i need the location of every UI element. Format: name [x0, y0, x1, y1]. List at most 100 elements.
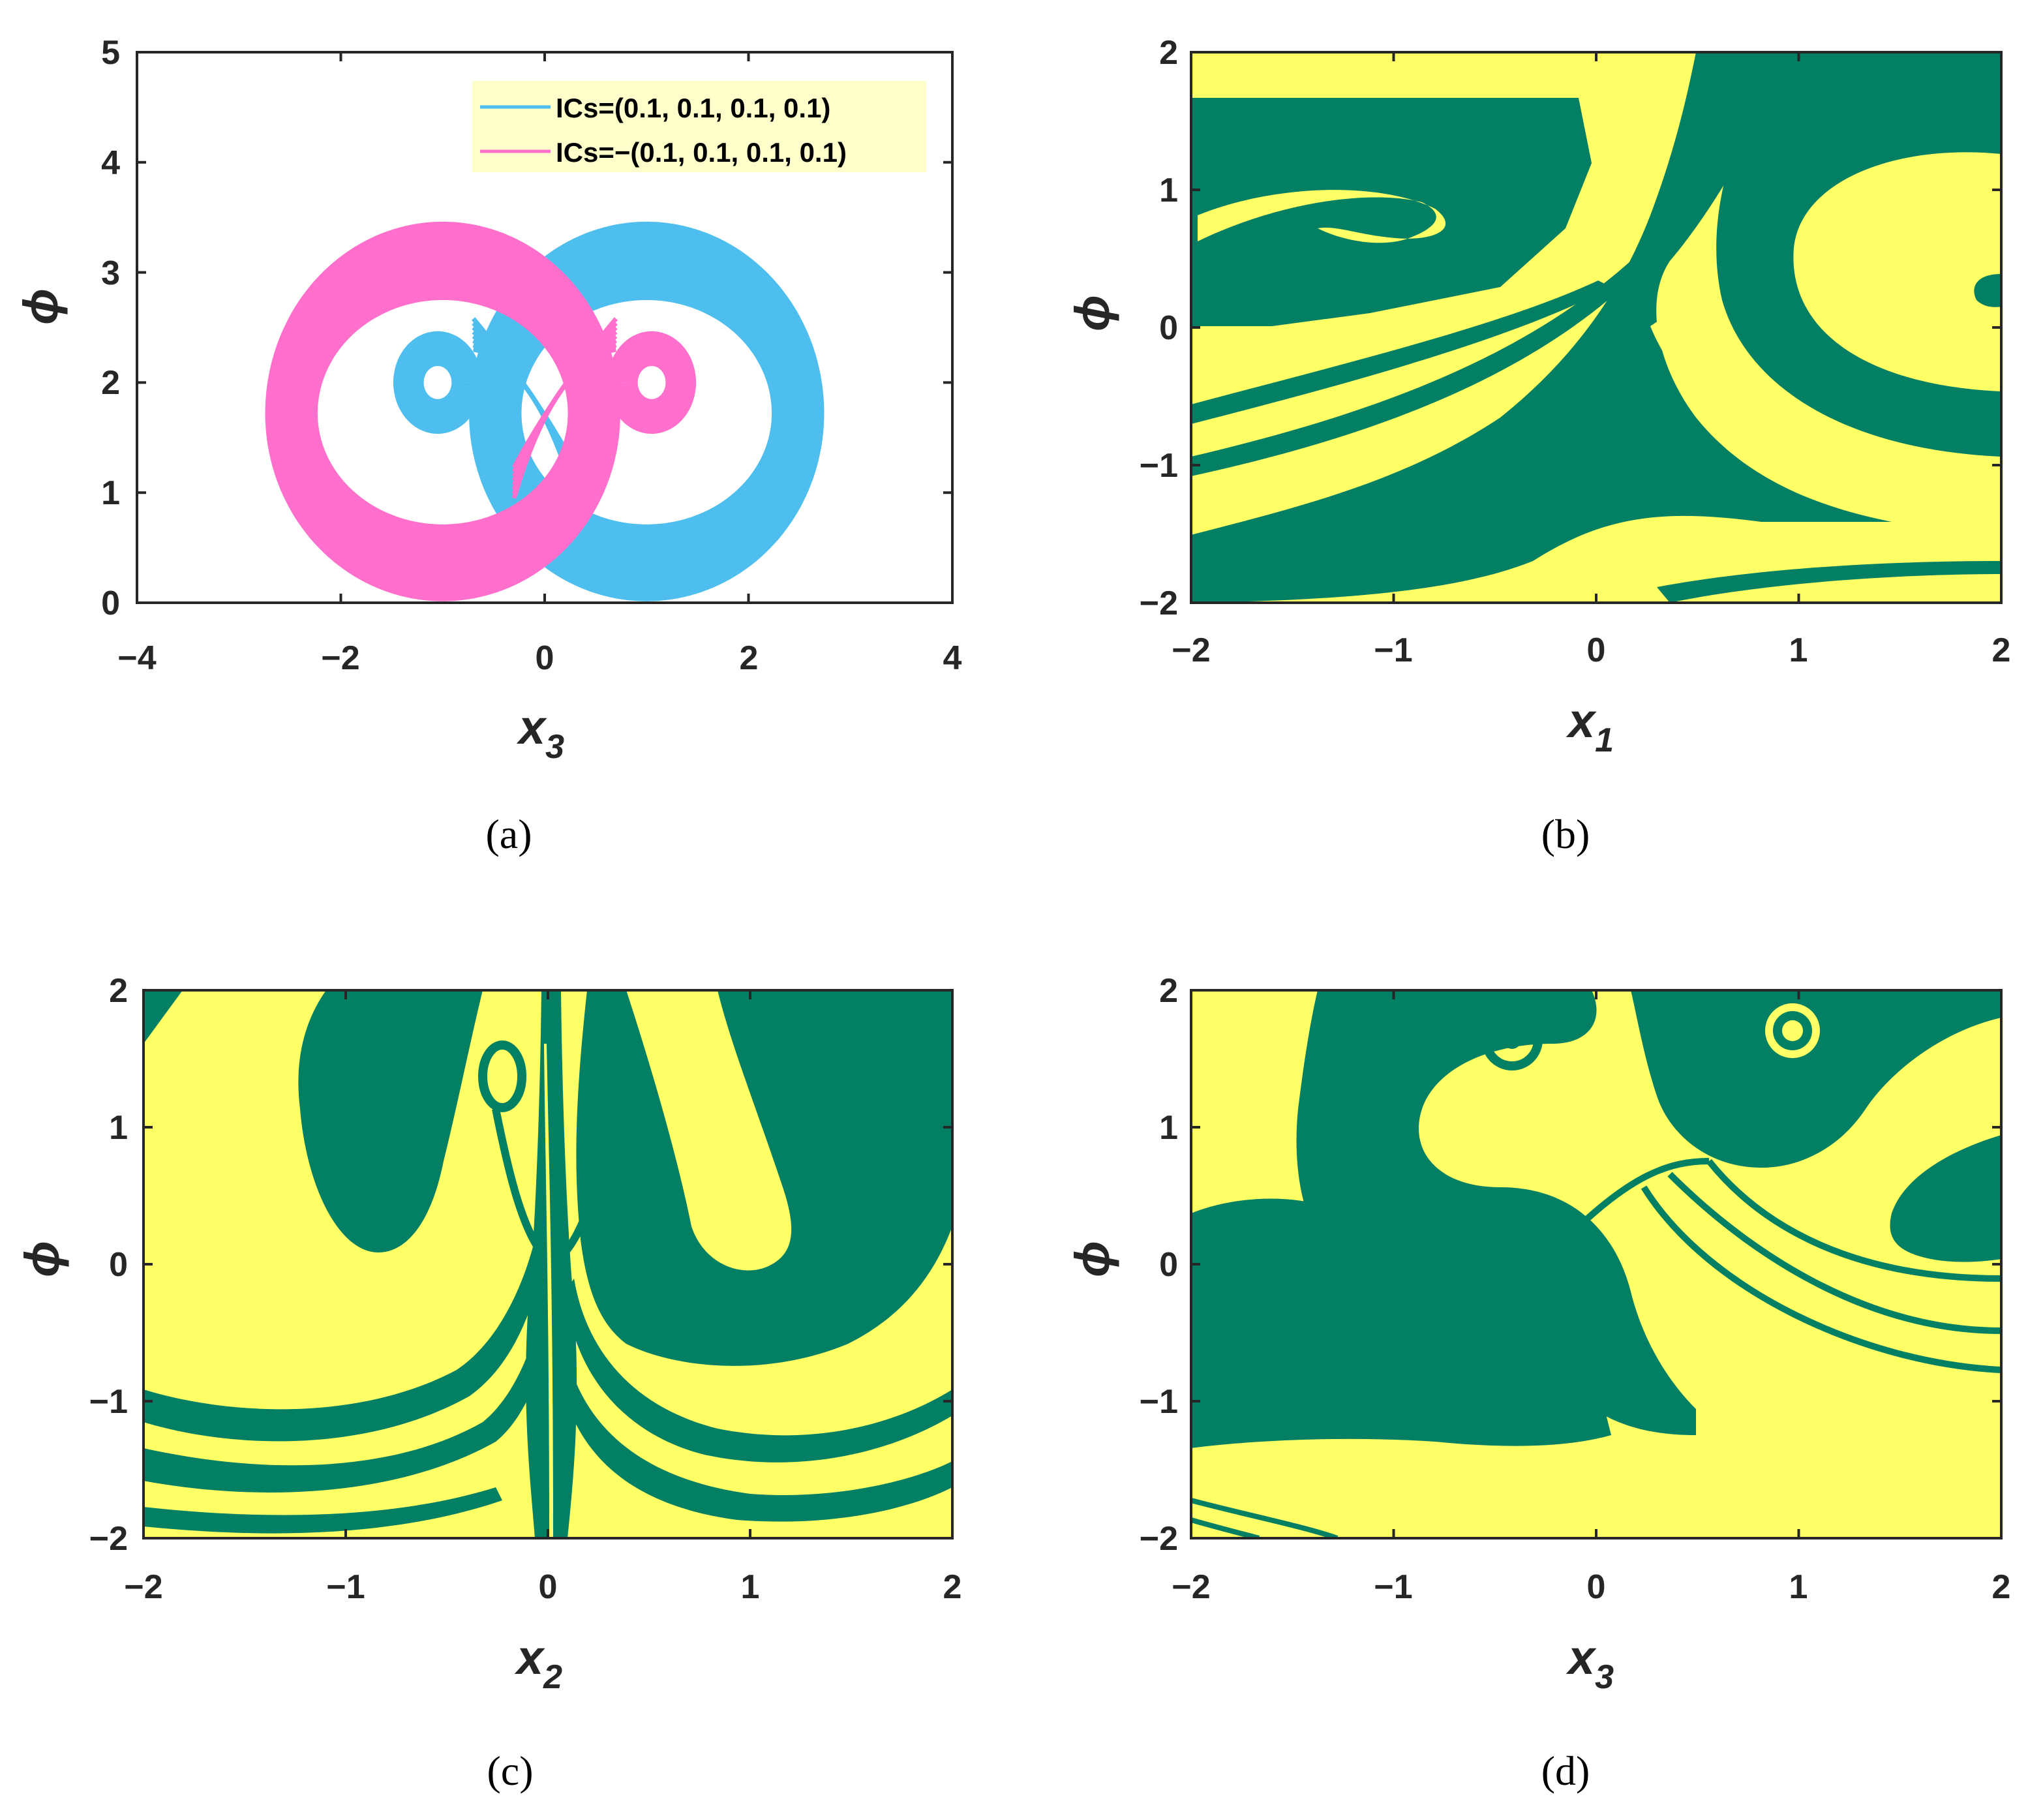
basin-spiral [1481, 1009, 1543, 1070]
x-axis-label-a: x3 [516, 700, 564, 766]
attractor-trajectory [613, 338, 691, 427]
basin-region [526, 990, 577, 1538]
attractor-plot-a [265, 221, 825, 601]
basin-heatmap-b [1191, 52, 2001, 603]
x-tick-label: 1 [1789, 1568, 1808, 1606]
y-tick-label: 1 [1159, 172, 1178, 209]
basin-region [1974, 274, 2001, 307]
attractor-trajectory [393, 331, 482, 434]
legend-entry-2: ICs=−(0.1, 0.1, 0.1, 0.1) [556, 137, 847, 168]
basin-region [1641, 1185, 2001, 1373]
x-axis-label-d: x3 [1566, 1630, 1614, 1696]
attractor-trajectory [625, 352, 679, 414]
attractor-trajectory [410, 352, 464, 414]
attractor-trajectory [408, 348, 468, 417]
x-tick-label: −4 [117, 639, 156, 677]
panel-d: −2 −1 0 1 2 −2 −1 0 1 2 x3 ϕ (d) [1065, 972, 2010, 1794]
basin-region [144, 1239, 548, 1442]
x-tick-label: −1 [326, 1568, 365, 1606]
x-tick-label: −2 [321, 639, 359, 677]
attractor-trajectory [419, 362, 456, 403]
y-tick-label: 2 [101, 364, 120, 402]
attractor-trajectory [399, 338, 476, 427]
attractor-trajectory [396, 335, 479, 431]
ticks-d [1190, 989, 2003, 1539]
x-axis-label-c: x2 [514, 1630, 562, 1696]
basin-region [1198, 190, 1446, 243]
y-tick-label: 1 [1159, 1109, 1178, 1147]
attractor-trajectory [610, 335, 693, 431]
attractor-trajectory [607, 331, 697, 434]
y-tick-label: 1 [109, 1109, 128, 1147]
legend-box [472, 81, 926, 172]
y-tick-label: −1 [89, 1383, 128, 1421]
series-2-line [265, 221, 697, 601]
ticks-a [136, 51, 954, 604]
y-tick-label: 2 [1159, 972, 1178, 1010]
attractor-trajectory [622, 348, 682, 417]
basin-region [1191, 52, 1892, 603]
basin-region [492, 1108, 545, 1255]
basin-region [626, 990, 792, 1271]
legend-entry-1: ICs=(0.1, 0.1, 0.1, 0.1) [556, 93, 830, 123]
x-tick-label: 2 [943, 1568, 962, 1606]
basin-region [1191, 281, 1611, 424]
y-axis-label-d: ϕ [1065, 1241, 1119, 1277]
y-tick-label: 4 [101, 144, 120, 182]
y-tick-label: 3 [101, 254, 120, 292]
basin-region [1657, 561, 2001, 603]
y-tick-label: 1 [101, 474, 120, 512]
attractor-trajectory [512, 317, 618, 469]
y-tick-label: 5 [101, 34, 120, 72]
x-tick-label: 2 [1992, 631, 2011, 669]
caption-b: (b) [1541, 811, 1590, 857]
caption-c: (c) [487, 1748, 533, 1794]
y-tick-label: −2 [89, 1520, 128, 1558]
basin-spiral [1765, 1003, 1820, 1058]
y-axis-label-a: ϕ [14, 288, 68, 325]
attractor-trajectory [414, 355, 462, 410]
x-tick-label: 0 [1587, 1568, 1606, 1606]
x-tick-label: 0 [1587, 631, 1606, 669]
y-tick-label: 0 [1159, 309, 1178, 347]
y-tick-label: −2 [1140, 1520, 1178, 1558]
y-tick-label: 0 [109, 1246, 128, 1284]
basin-region [1191, 261, 1644, 476]
basin-region [1890, 1135, 2001, 1262]
x-tick-label: 0 [539, 1568, 558, 1606]
basin-region [1191, 1517, 1260, 1538]
basin-region [144, 990, 183, 1044]
y-tick-label: −1 [1140, 447, 1178, 485]
basin-region [1296, 990, 1696, 1435]
basin-region [1191, 98, 1592, 326]
y-tick-label: 2 [1159, 34, 1178, 72]
basin-region [144, 1487, 502, 1534]
x-tick-label: −2 [124, 1568, 162, 1606]
basin-heatmap-d [1191, 990, 2001, 1538]
y-axis-label-c: ϕ [15, 1241, 69, 1277]
y-axis-label-b: ϕ [1065, 295, 1119, 331]
y-tick-label: 2 [109, 972, 128, 1010]
x-tick-label: 1 [741, 1568, 760, 1606]
x-tick-label: −2 [1172, 1568, 1210, 1606]
basin-region [1667, 1172, 2001, 1334]
y-tick-label: 0 [101, 584, 120, 622]
attractor-trajectory [416, 358, 459, 406]
basin-region [562, 1108, 617, 1255]
basin-region [1716, 52, 2001, 457]
legend-a: ICs=(0.1, 0.1, 0.1, 0.1) ICs=−(0.1, 0.1,… [472, 81, 926, 172]
basin-region [144, 1305, 553, 1493]
basin-region [1191, 1498, 1339, 1538]
x-tick-label: 2 [740, 639, 759, 677]
x-tick-label: −1 [1374, 631, 1412, 669]
basin-region [1650, 313, 2001, 476]
basin-region [926, 990, 952, 1031]
caption-a: (a) [485, 811, 532, 857]
basin-region [1191, 1158, 1710, 1307]
x-tick-label: 1 [1789, 631, 1808, 669]
x-axis-label-b: x1 [1566, 693, 1614, 759]
attractor-trajectory [628, 355, 676, 410]
attractor-trajectory [402, 341, 474, 424]
x-tick-label: 0 [536, 639, 554, 677]
